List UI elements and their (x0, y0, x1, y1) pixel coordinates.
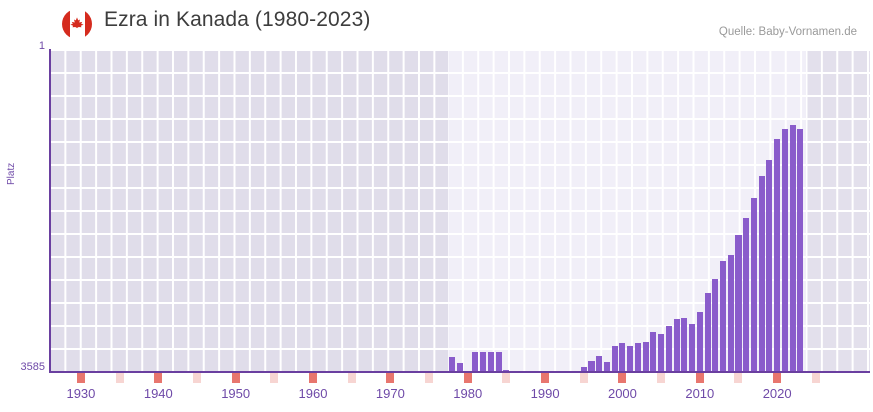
x-axis-tick-label: 2010 (685, 386, 715, 401)
chart-header: Ezra in Kanada (1980-2023) Quelle: Baby-… (0, 0, 873, 46)
x-axis-line (49, 371, 870, 373)
bar (480, 352, 487, 372)
bar (704, 293, 711, 372)
x-tickmark-minor (657, 373, 666, 383)
bar (650, 332, 657, 372)
bar (619, 343, 626, 372)
bar (689, 324, 696, 372)
bar (720, 261, 727, 372)
x-tickmark-major (231, 373, 240, 383)
bar (758, 176, 765, 372)
bar (603, 362, 610, 372)
y-axis-line (49, 49, 51, 373)
bar (797, 129, 804, 372)
x-tickmark-minor (270, 373, 279, 383)
bar (774, 139, 781, 372)
x-tickmark-major (386, 373, 395, 383)
canada-flag-icon (62, 9, 92, 39)
bar (588, 361, 595, 372)
bar (750, 198, 757, 372)
x-tickmark-minor (579, 373, 588, 383)
source-attribution: Quelle: Baby-Vornamen.de (718, 26, 857, 38)
page-title: Ezra in Kanada (1980-2023) (104, 8, 371, 31)
x-tickmark-major (463, 373, 472, 383)
bar (487, 352, 494, 372)
plot-area (50, 50, 870, 372)
x-axis-tick-label: 1990 (530, 386, 560, 401)
x-tickmark-major (154, 373, 163, 383)
x-tickmark-minor (425, 373, 434, 383)
bar (735, 235, 742, 372)
bar (611, 346, 618, 372)
bar (596, 356, 603, 372)
bar (642, 342, 649, 372)
bar (449, 357, 456, 372)
x-axis-tickmarks (50, 373, 870, 383)
bar (696, 312, 703, 372)
x-tickmark-minor (502, 373, 511, 383)
bar (580, 367, 587, 372)
maple-leaf-icon (70, 17, 84, 29)
x-axis-tick-label: 2000 (607, 386, 637, 401)
flag-left-band (62, 9, 70, 39)
bar (766, 160, 773, 372)
x-axis-tick-label: 1940 (143, 386, 173, 401)
x-tickmark-minor (734, 373, 743, 383)
bar (673, 319, 680, 372)
bar (727, 255, 734, 372)
x-axis-tick-label: 1970 (375, 386, 405, 401)
bar (456, 363, 463, 372)
y-axis-tick-bottom: 3585 (20, 361, 45, 373)
x-tickmark-major (773, 373, 782, 383)
x-axis-tick-label: 1950 (221, 386, 251, 401)
x-tickmark-major (695, 373, 704, 383)
bar (495, 352, 502, 372)
bar (665, 326, 672, 372)
bar (658, 334, 665, 372)
x-tickmark-major (309, 373, 318, 383)
plot-background-early-period (50, 50, 448, 372)
x-axis-tick-label: 1960 (298, 386, 328, 401)
x-tickmark-minor (811, 373, 820, 383)
bar-series (50, 50, 870, 372)
x-axis-labels: 1930 1940 1950 1960 1970 1980 1990 2000 2010 2020 (50, 386, 870, 406)
x-tickmark-major (541, 373, 550, 383)
x-tickmark-major (618, 373, 627, 383)
y-axis-title: Platz (6, 162, 17, 185)
bar (712, 279, 719, 372)
plot-background-tail-period (806, 50, 870, 372)
x-axis-tick-label: 1930 (66, 386, 96, 401)
bar (472, 352, 479, 372)
y-axis-tick-top: 1 (38, 40, 45, 52)
bar (627, 346, 634, 372)
x-axis-tick-label: 2020 (762, 386, 792, 401)
bar (743, 218, 750, 372)
x-tickmark-minor (347, 373, 356, 383)
x-tickmark-minor (115, 373, 124, 383)
bar (681, 318, 688, 372)
x-tickmark-minor (192, 373, 201, 383)
x-tickmark-major (76, 373, 85, 383)
bar (789, 125, 796, 372)
flag-right-band (84, 9, 92, 39)
bar (634, 343, 641, 372)
x-axis-tick-label: 1980 (453, 386, 483, 401)
bar (781, 129, 788, 372)
